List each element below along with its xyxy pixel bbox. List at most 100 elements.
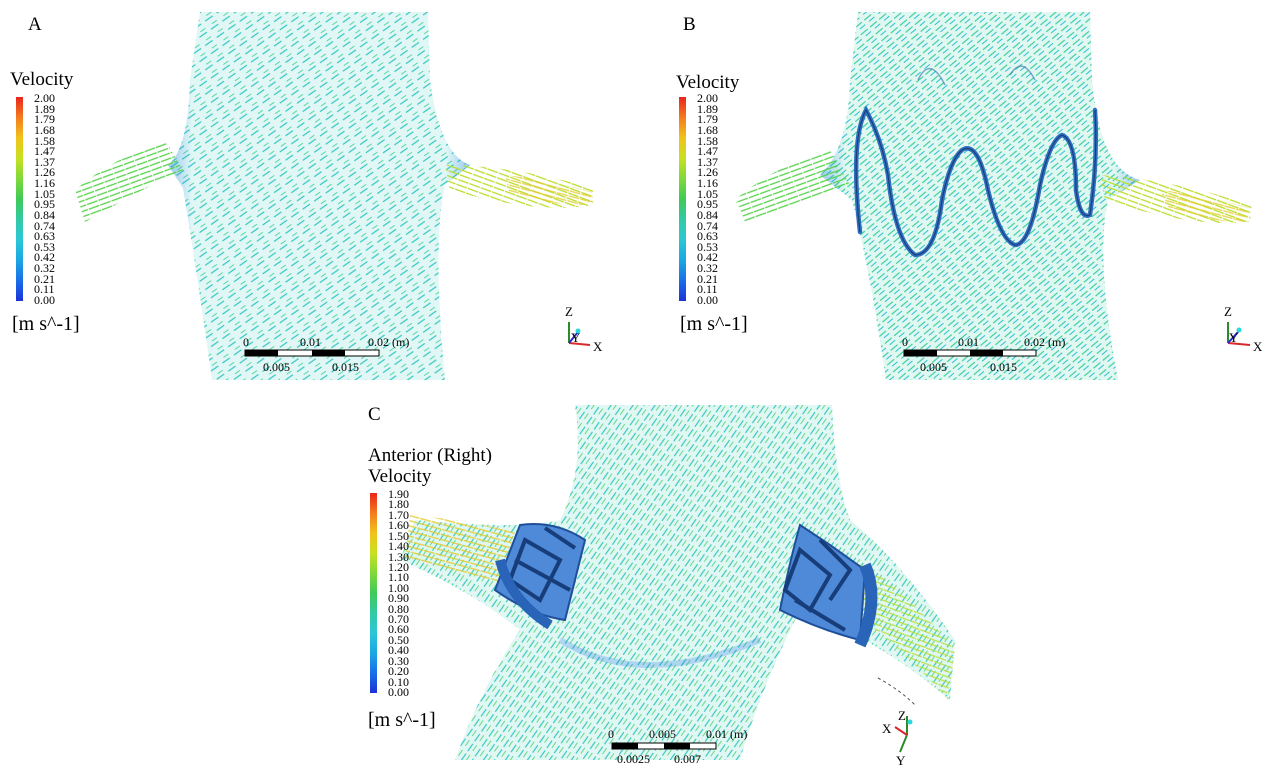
colorbar-tick-label: 0.21 (34, 271, 55, 286)
colorbar-tick-label: 0.42 (34, 250, 55, 265)
colorbar-tick-label: 0.84 (697, 207, 718, 222)
panel-a-legend-title: Velocity (10, 69, 74, 90)
colorbar-tick-label: 1.58 (34, 133, 55, 148)
panel-a-scale-label: 0.015 (332, 360, 359, 374)
panel-a-scale-bar-graphic (244, 349, 380, 357)
colorbar-tick-label: 1.70 (388, 507, 409, 522)
panel-c-axis-label: X (882, 721, 892, 736)
panel-c-axis-label: Y (896, 753, 906, 768)
colorbar-tick-label: 0.00 (697, 293, 718, 307)
colorbar-tick-label: 0.60 (388, 622, 409, 637)
panel-b-axis-label: Y (1229, 330, 1239, 345)
colorbar-tick-label: 2.00 (34, 91, 55, 105)
panel-a-axis-label: X (593, 339, 603, 354)
panel-a-scale-label: 0.01 (300, 335, 321, 349)
colorbar-tick-label: 0.00 (388, 685, 409, 699)
colorbar-tick-label: 1.68 (34, 122, 55, 137)
panel-a-scale-label: 0.005 (263, 360, 290, 374)
panel-c-scale-label: 0 (608, 727, 614, 741)
panel-b-scale-label: 0.01 (958, 335, 979, 349)
panel-a-colorbar (16, 97, 23, 301)
colorbar-tick-label: 0.53 (697, 239, 718, 254)
colorbar-tick-label: 1.37 (697, 154, 718, 169)
panel-c-tick-list: 1.90 1.80 1.70 1.60 1.50 1.40 1.30 1.20 1.10 1.00… (388, 488, 428, 698)
panel-b-letter: B (683, 14, 696, 35)
panel-b-scale-label: 0 (902, 335, 908, 349)
colorbar-tick-label: 1.16 (34, 176, 55, 191)
colorbar-tick-label: 0.30 (388, 653, 409, 668)
colorbar-tick-label: 0.90 (388, 591, 409, 606)
panel-b-scale-label: 0.015 (990, 360, 1017, 374)
panel-c-axis-triad-graphic (894, 716, 913, 753)
colorbar-tick-label: 1.10 (388, 570, 409, 585)
panel-b-tick-list: 2.00 1.89 1.79 1.68 1.58 1.47 1.37 1.26 1.16 1.05… (697, 92, 737, 306)
panel-a-axis-label: Y (571, 330, 581, 345)
colorbar-tick-label: 0.00 (34, 293, 55, 307)
panel-a-scale-label: 0 (243, 335, 249, 349)
colorbar-tick-label: 1.89 (697, 101, 718, 116)
colorbar-tick-label: 1.26 (697, 165, 718, 180)
panel-c-flow-field (400, 405, 955, 760)
colorbar-tick-label: 0.32 (34, 261, 55, 276)
colorbar-tick-label: 1.50 (388, 528, 409, 543)
panel-c-colorbar (370, 493, 377, 693)
colorbar-tick-label: 0.40 (388, 643, 409, 658)
colorbar-tick-label: 0.74 (34, 218, 55, 233)
colorbar-tick-label: 1.58 (697, 133, 718, 148)
colorbar-tick-label: 0.74 (697, 218, 718, 233)
colorbar-tick-label: 0.95 (34, 197, 55, 212)
colorbar-tick-label: 0.10 (388, 674, 409, 689)
colorbar-tick-label: 0.21 (697, 271, 718, 286)
left-stent (493, 523, 587, 630)
colorbar-tick-label: 0.11 (34, 282, 55, 297)
right-stent (778, 523, 878, 648)
colorbar-tick-label: 2.00 (697, 91, 718, 105)
colorbar-tick-label: 1.89 (34, 101, 55, 116)
colorbar-tick-label: 0.70 (388, 612, 409, 627)
panel-b-scale-bar-graphic (903, 349, 1037, 357)
panel-c-letter: C (368, 404, 381, 425)
panel-b-scale-label: 0.02 (m) (1024, 335, 1066, 349)
colorbar-tick-label: 0.80 (388, 601, 409, 616)
colorbar-tick-label: 1.60 (388, 518, 409, 533)
panel-c-scale-label: 0.0025 (617, 752, 650, 766)
colorbar-tick-label: 1.20 (388, 559, 409, 574)
panel-b-scale-label: 0.005 (920, 360, 947, 374)
colorbar-tick-label: 0.42 (697, 250, 718, 265)
colorbar-tick-label: 1.16 (697, 176, 718, 191)
colorbar-tick-label: 1.26 (34, 165, 55, 180)
panel-b-legend-title: Velocity (676, 72, 740, 93)
colorbar-tick-label: 1.47 (34, 144, 55, 159)
colorbar-tick-label: 1.90 (388, 487, 409, 501)
colorbar-tick-label: 1.05 (34, 186, 55, 201)
panel-b-axis-triad-graphic (1227, 322, 1251, 346)
panel-a-tick-list: 2.00 1.89 1.79 1.68 1.58 1.47 1.37 1.26 1.16 1.05… (34, 92, 74, 306)
panel-a-letter: A (28, 14, 42, 35)
colorbar-tick-label: 0.32 (697, 261, 718, 276)
panel-a-axis-triad-graphic (568, 322, 591, 346)
panel-c-scale-label: 0.005 (649, 727, 676, 741)
colorbar-tick-label: 0.95 (697, 197, 718, 212)
colorbar-tick-label: 0.20 (388, 664, 409, 679)
panel-c-legend-subtitle: Anterior (Right) (368, 445, 493, 466)
panel-c-scale-label: 0.01 (m) (706, 727, 748, 741)
colorbar-tick-label: 1.30 (388, 549, 409, 564)
panel-b-axis-label: Z (1224, 304, 1232, 319)
colorbar-tick-label: 0.84 (34, 207, 55, 222)
colorbar-tick-label: 1.68 (697, 122, 718, 137)
colorbar-tick-label: 1.79 (34, 112, 55, 127)
panel-b-colorbar (679, 97, 686, 301)
colorbar-tick-label: 0.63 (34, 229, 55, 244)
colorbar-tick-label: 0.50 (388, 632, 409, 647)
colorbar-tick-label: 1.80 (388, 497, 409, 512)
colorbar-tick-label: 1.05 (697, 186, 718, 201)
panel-b-unit: [m s^-1] (680, 313, 748, 335)
colorbar-tick-label: 0.63 (697, 229, 718, 244)
panel-c-scale-bar-graphic (611, 742, 717, 750)
panel-a-flow-field (75, 12, 593, 380)
panel-c-unit: [m s^-1] (368, 709, 436, 731)
colorbar-tick-label: 0.53 (34, 239, 55, 254)
panel-c-legend-title: Velocity (368, 466, 432, 487)
panel-c-axis-label: Z (898, 708, 906, 723)
